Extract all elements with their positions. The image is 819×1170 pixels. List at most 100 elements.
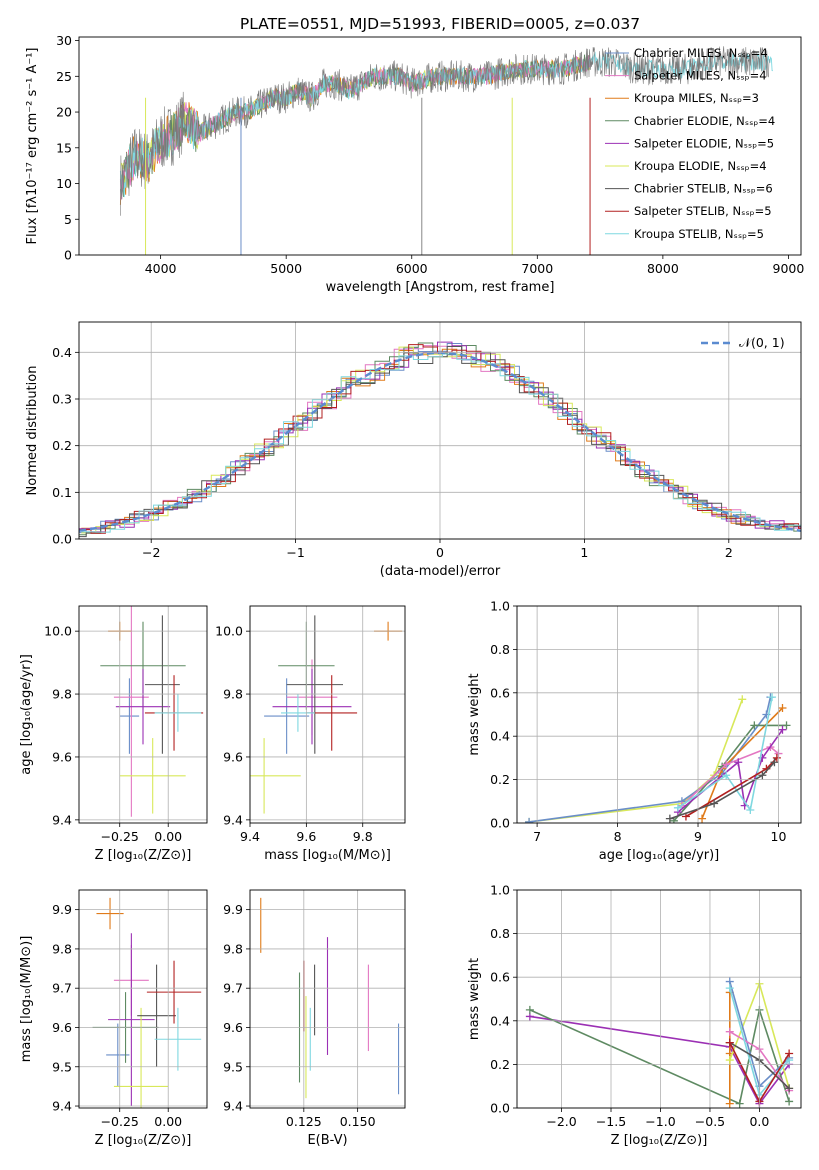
errorbar-point	[264, 678, 310, 754]
x-tick-label: 9.8	[353, 829, 373, 844]
x-axis-label: (data-model)/error	[380, 564, 501, 579]
y-tick-label: 1.0	[490, 883, 510, 898]
axes-frame	[78, 605, 208, 824]
y-axis-label: Flux [fλ10⁻¹⁷ erg cm⁻² s⁻¹ A⁻¹]	[25, 48, 40, 245]
x-axis-label: Z [log₁₀(Z/Z⊙)]	[611, 1133, 708, 1148]
axes-frame	[249, 889, 406, 1109]
x-tick-label: −0.5	[695, 1114, 725, 1129]
legend-label: Salpeter STELIB, Nₛₛₚ=5	[634, 204, 772, 218]
weight-point-marker	[725, 1056, 734, 1065]
x-axis-label: Z [log₁₀(Z/Z⊙)]	[95, 848, 192, 863]
y-tick-label: 9.9	[223, 902, 243, 917]
y-tick-label: 0.4	[490, 1013, 510, 1028]
legend-label: Salpeter MILES, Nₛₛₚ=4	[634, 69, 767, 83]
y-tick-label: 9.4	[223, 812, 243, 827]
weight-point-marker	[750, 721, 759, 730]
y-axis-label: age [log₁₀(age/yr)]	[19, 654, 34, 775]
errorbar-point	[113, 1007, 169, 1108]
x-tick-label: 6000	[396, 261, 428, 276]
y-tick-label: 9.7	[52, 981, 72, 996]
y-tick-label: 0.2	[52, 438, 72, 453]
x-tick-label: 7000	[521, 261, 553, 276]
y-tick-label: 0.8	[490, 642, 510, 657]
y-tick-label: 9.6	[52, 1020, 72, 1035]
y-tick-label: 9.4	[52, 812, 72, 827]
y-tick-label: 0.0	[52, 532, 72, 547]
y-tick-label: 9.8	[52, 941, 72, 956]
spectrum-plot-area	[119, 46, 773, 255]
weight-point-marker	[738, 695, 747, 704]
x-tick-label: −1.0	[645, 1114, 675, 1129]
y-tick-label: 0.4	[490, 729, 510, 744]
errorbar-point	[137, 964, 176, 1067]
errorbar-point	[154, 1007, 202, 1071]
y-axis-label: mass [log₁₀(M/M⊙)]	[19, 936, 34, 1063]
x-tick-label: 0.0	[749, 1114, 769, 1129]
errorbar-point	[115, 668, 171, 745]
y-tick-label: 9.8	[223, 941, 243, 956]
y-axis-label: Normed distribution	[25, 366, 40, 496]
y-tick-label: 0.0	[490, 1101, 510, 1116]
y-tick-label: 9.8	[52, 687, 72, 702]
x-tick-label: 9	[694, 829, 702, 844]
errorbar-point	[119, 738, 186, 814]
weight-series-line	[529, 1006, 790, 1105]
weight_vs_Z-panel: −2.0 −1.5 −1.0 −0.5 0.0 0.0 0.2 0.4 0.6 0.8 1.0 Z […	[467, 883, 802, 1148]
x-tick-label: 9.4	[240, 829, 260, 844]
weight-point-marker	[778, 703, 787, 712]
y-tick-label: 0.2	[490, 772, 510, 787]
weight_vs_age-plot-area	[525, 693, 791, 823]
weight-point-marker	[785, 1049, 794, 1058]
weight-point-marker	[525, 817, 534, 823]
y-tick-label: 9.9	[52, 902, 72, 917]
weight-point-marker	[734, 758, 743, 767]
weight-point-marker	[725, 1027, 734, 1036]
x-axis-label: mass [log₁₀(M/M⊙)]	[264, 848, 391, 863]
x-tick-label: −1.5	[596, 1114, 626, 1129]
y-tick-label: 9.5	[223, 1059, 243, 1074]
y-tick-label: 10.0	[215, 624, 243, 639]
spectrum-title: PLATE=0551, MJD=51993, FIBERID=0005, z=0…	[240, 15, 640, 33]
y-tick-label: 30	[56, 33, 72, 48]
x-axis-label: Z [log₁₀(Z/Z⊙)]	[95, 1133, 192, 1148]
weight-point-marker	[782, 721, 791, 730]
residual-histogram-step	[81, 346, 801, 534]
weight-point-marker	[525, 1005, 534, 1014]
x-tick-label: 2	[725, 545, 733, 560]
weight-point-marker	[778, 725, 787, 734]
y-tick-label: 5	[64, 212, 72, 227]
y-tick-label: 9.4	[223, 1099, 243, 1114]
x-tick-label: 8	[614, 829, 622, 844]
y-axis-label: mass weight	[467, 673, 482, 755]
errorbar-point	[146, 960, 202, 1024]
y-tick-label: 10.0	[44, 624, 72, 639]
y-tick-label: 9.8	[223, 687, 243, 702]
weight_vs_Z-plot-area	[525, 977, 794, 1108]
weight-point-marker	[785, 1097, 794, 1106]
observed-spectrum-line	[120, 46, 770, 216]
weight-point-marker	[735, 1099, 744, 1108]
y-axis-label: mass weight	[467, 958, 482, 1040]
weight-point-marker	[673, 803, 682, 812]
x-tick-label: −0.25	[101, 1114, 139, 1129]
legend-label: Kroupa STELIB, Nₛₛₚ=5	[634, 227, 764, 241]
weight-point-marker	[785, 1084, 794, 1093]
x-axis-label: age [log₁₀(age/yr)]	[599, 848, 720, 863]
y-tick-label: 9.4	[52, 1099, 72, 1114]
errorbar-point	[250, 738, 301, 814]
y-tick-label: 10	[56, 176, 72, 191]
weight-series-line	[528, 696, 772, 823]
x-tick-label: 0.00	[154, 1114, 182, 1129]
y-tick-label: 9.6	[52, 749, 72, 764]
x-tick-label: 9000	[773, 261, 805, 276]
legend-label: Kroupa ELODIE, Nₛₛₚ=4	[634, 159, 767, 173]
legend-label: Chabrier MILES, Nₛₛₚ=4	[634, 46, 768, 60]
x-axis-label: wavelength [Angstrom, rest frame]	[326, 280, 555, 295]
age_vs_mass-plot-area	[250, 615, 403, 814]
age_vs_Z-plot-area	[100, 606, 204, 817]
axes-frame	[516, 889, 802, 1109]
x-tick-label: 10	[771, 829, 787, 844]
y-tick-label: 9.7	[223, 981, 243, 996]
y-tick-label: 25	[56, 69, 72, 84]
